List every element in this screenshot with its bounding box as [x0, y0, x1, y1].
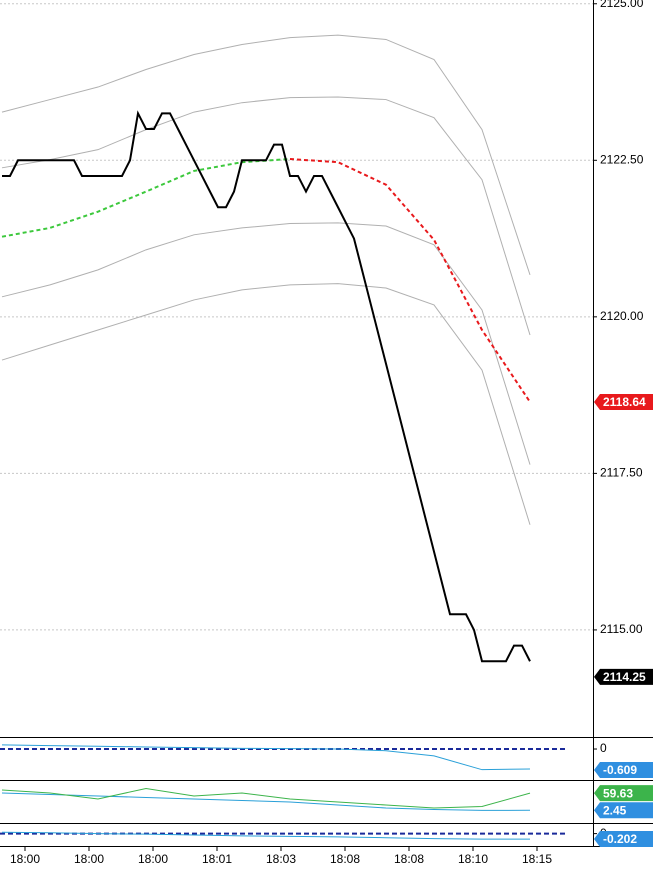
- x-tick-label: 18:08: [394, 852, 424, 866]
- series-line: [289, 158, 531, 403]
- price-marker: [594, 668, 653, 685]
- price-marker: [594, 394, 653, 410]
- x-tick-label: 18:10: [458, 852, 488, 866]
- y-tick-label: 0: [600, 741, 607, 755]
- y-tick-label: 2115.00: [600, 622, 643, 636]
- price-marker: [594, 831, 653, 847]
- x-tick-label: 18:08: [330, 852, 360, 866]
- y-tick-label: 2120.00: [600, 309, 644, 323]
- y-tick-label: 2122.50: [600, 152, 644, 166]
- x-tick-label: 18:00: [10, 852, 40, 866]
- price-marker: [594, 802, 653, 819]
- price-marker-label: 2114.25: [603, 670, 646, 684]
- y-tick-label: 2125.00: [600, 0, 644, 10]
- price-marker-label: -0.202: [603, 832, 637, 846]
- series-line: [1, 787, 531, 809]
- series-line: [1, 34, 531, 276]
- series-line: [1, 96, 531, 336]
- x-tick-label: 18:01: [202, 852, 232, 866]
- price-marker-label: 2118.64: [603, 395, 646, 409]
- price-marker-label: 59.63: [603, 786, 633, 800]
- price-marker-label: -0.609: [603, 763, 637, 777]
- series-line: [1, 792, 531, 811]
- series-line: [1, 744, 531, 771]
- series-line: [2, 110, 531, 663]
- series-line: [1, 283, 531, 525]
- price-marker-label: 2.45: [603, 803, 627, 817]
- price-marker: [594, 785, 653, 802]
- x-tick-label: 18:03: [266, 852, 296, 866]
- series-line: [1, 831, 531, 840]
- x-tick-label: 18:00: [74, 852, 104, 866]
- price-marker: [594, 761, 653, 778]
- x-tick-label: 18:00: [138, 852, 168, 866]
- x-tick-label: 18:15: [522, 852, 552, 866]
- y-tick-label: 2117.50: [600, 466, 643, 480]
